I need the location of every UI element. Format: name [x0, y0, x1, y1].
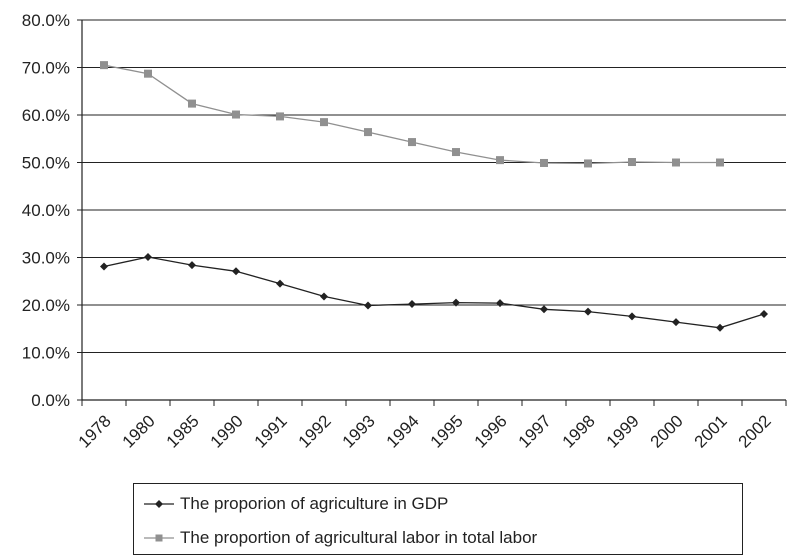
y-tick-label: 70.0% — [22, 59, 70, 78]
legend-item-gdp: The proporion of agriculture in GDP — [144, 492, 448, 516]
data-point-square — [100, 61, 108, 70]
x-tick-label: 1993 — [339, 411, 379, 451]
data-point-square — [232, 110, 240, 119]
x-tick-label: 1992 — [295, 411, 335, 451]
x-tick-label: 2001 — [691, 411, 731, 451]
data-point-square — [188, 99, 196, 108]
x-tick-label: 1994 — [383, 411, 423, 451]
y-tick-label: 30.0% — [22, 249, 70, 268]
x-tick-label: 1998 — [559, 411, 599, 451]
x-tick-label: 1996 — [471, 411, 511, 451]
data-point-square — [716, 158, 724, 167]
x-tick-label: 1980 — [119, 411, 159, 451]
data-point-diamond — [584, 307, 592, 316]
legend-label-gdp: The proporion of agriculture in GDP — [180, 494, 449, 513]
x-tick-label: 1985 — [163, 411, 203, 451]
legend-label-labor: The proportion of agricultural labor in … — [180, 528, 538, 547]
data-point-diamond — [672, 318, 680, 327]
series-line-1 — [103, 64, 720, 165]
data-point-square — [144, 69, 152, 78]
legend-diamond-marker-icon — [144, 500, 174, 508]
data-point-diamond — [144, 253, 152, 262]
data-point-diamond — [716, 323, 724, 332]
data-point-square — [408, 138, 416, 147]
data-point-square — [672, 158, 680, 167]
data-point-diamond — [188, 261, 196, 270]
x-tick-label: 2002 — [735, 411, 775, 451]
legend-item-labor: The proportion of agricultural labor in … — [144, 526, 537, 550]
y-tick-label: 20.0% — [22, 296, 70, 315]
series-line-0 — [103, 256, 765, 329]
data-point-square — [540, 158, 548, 167]
data-point-square — [496, 156, 504, 165]
data-point-diamond — [408, 300, 416, 309]
data-point-diamond — [320, 292, 328, 301]
data-point-diamond — [452, 298, 460, 307]
x-tick-label: 1978 — [75, 411, 115, 451]
y-tick-label: 10.0% — [22, 344, 70, 363]
x-tick-label: 1997 — [515, 411, 555, 451]
data-point-diamond — [760, 310, 768, 319]
data-point-square — [584, 159, 592, 168]
y-tick-label: 0.0% — [31, 391, 70, 410]
data-point-diamond — [276, 279, 284, 288]
data-point-diamond — [628, 312, 636, 321]
y-tick-label: 80.0% — [22, 11, 70, 30]
x-tick-label: 1990 — [207, 411, 247, 451]
x-tick-label: 1995 — [427, 411, 467, 451]
y-tick-label: 50.0% — [22, 154, 70, 173]
line-chart-plot: 0.0% 10.0% 20.0% 30.0% 40.0% 50.0% 60.0% 70.0% 8… — [22, 11, 787, 452]
data-point-diamond — [496, 299, 504, 308]
data-point-square — [320, 118, 328, 127]
y-tick-label: 60.0% — [22, 106, 70, 125]
data-point-square — [364, 128, 372, 137]
data-point-diamond — [232, 267, 240, 276]
x-tick-label: 2000 — [647, 411, 687, 451]
x-tick-label: 1991 — [251, 411, 291, 451]
legend: The proporion of agriculture in GDP The … — [133, 483, 743, 555]
x-tick-label: 1999 — [603, 411, 643, 451]
data-point-diamond — [540, 305, 548, 314]
legend-square-marker-icon — [144, 534, 174, 542]
data-point-square — [628, 158, 636, 167]
data-point-square — [452, 148, 460, 157]
data-point-square — [276, 112, 284, 121]
data-point-diamond — [100, 262, 108, 271]
y-tick-label: 40.0% — [22, 201, 70, 220]
data-point-diamond — [364, 301, 372, 310]
